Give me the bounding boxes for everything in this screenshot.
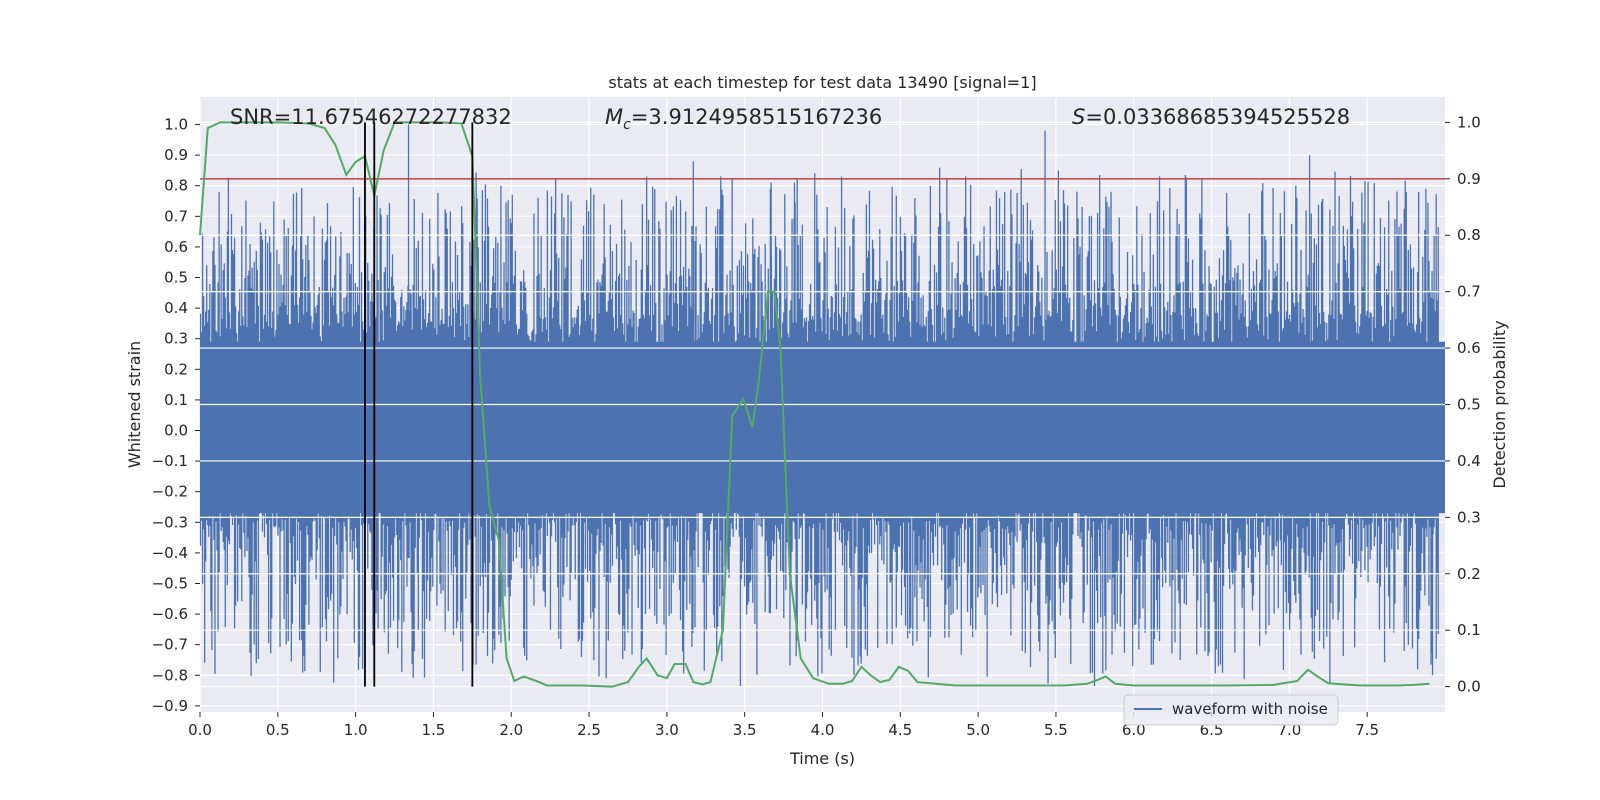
y2-tick-label: 0.3 (1457, 508, 1481, 526)
y-tick-label: 0.4 (164, 299, 188, 317)
chirp-mass-annotation: Mc=3.9124958515167236 (605, 105, 882, 133)
vertical-markers (364, 122, 474, 687)
y-axis-ticks: 1.0 0.9 0.8 0.7 0.6 0.5 0.4 0.3 0.2 0.1 0.0 −0.1 −0.… (152, 116, 200, 715)
y-tick-label: 0.0 (164, 422, 188, 440)
y-tick-label: 0.6 (164, 238, 188, 256)
y-tick-label: 0.8 (164, 177, 188, 195)
legend-box (1123, 694, 1339, 726)
snr-annotation: SNR=11.67546272277832 (230, 105, 512, 129)
y-tick-label: −0.7 (152, 636, 188, 654)
legend-entry-waveform: waveform with noise (1172, 700, 1328, 718)
x-tick-label: 3.5 (733, 721, 757, 739)
y2-tick-label: 0.7 (1457, 283, 1481, 301)
y-tick-label: 0.2 (164, 360, 188, 378)
x-tick-label: 4.5 (888, 721, 912, 739)
s-value: =0.03368685394525528 (1085, 105, 1350, 129)
y-tick-label: −0.4 (152, 544, 188, 562)
y2-axis-label: Detection probability (1490, 320, 1509, 488)
y-tick-label: −0.9 (152, 697, 188, 715)
mc-subscript: c (623, 117, 631, 133)
chart-title: stats at each timestep for test data 134… (608, 73, 1036, 92)
y2-tick-label: 0.9 (1457, 170, 1481, 188)
x-tick-label: 7.5 (1355, 721, 1379, 739)
x-tick-label: 5.5 (1044, 721, 1068, 739)
mc-value: =3.9124958515167236 (631, 105, 882, 129)
y2-tick-label: 0.2 (1457, 565, 1481, 583)
y2-tick-label: 0.5 (1457, 396, 1481, 414)
y2-tick-label: 0.1 (1457, 621, 1481, 639)
x-tick-label: 2.0 (499, 721, 523, 739)
x-tick-label: 1.5 (422, 721, 446, 739)
x-tick-label: 5.0 (966, 721, 990, 739)
y2-tick-label: 1.0 (1457, 113, 1481, 131)
y-tick-label: −0.5 (152, 574, 188, 592)
x-tick-label: 4.0 (811, 721, 835, 739)
y-tick-label: −0.6 (152, 605, 188, 623)
x-tick-label: 2.5 (577, 721, 601, 739)
x-axis-label: Time (s) (789, 749, 855, 768)
s-symbol: S (1072, 105, 1085, 129)
y-tick-label: −0.8 (152, 666, 188, 684)
waveform-series (199, 124, 1445, 687)
x-tick-label: 1.0 (344, 721, 368, 739)
y2-tick-label: 0.4 (1457, 452, 1481, 470)
x-tick-label: 0.5 (266, 721, 290, 739)
legend: waveform with noise (1123, 694, 1339, 726)
y-tick-label: 0.9 (164, 146, 188, 164)
y2-tick-label: 0.8 (1457, 226, 1481, 244)
y-axis-label: Whitened strain (125, 341, 144, 468)
y-tick-label: 1.0 (164, 116, 188, 134)
y-tick-label: 0.5 (164, 269, 188, 287)
y-tick-label: 0.1 (164, 391, 188, 409)
y-tick-label: −0.2 (152, 483, 188, 501)
y2-tick-label: 0.0 (1457, 678, 1481, 696)
x-tick-label: 3.0 (655, 721, 679, 739)
y-tick-label: −0.3 (152, 513, 188, 531)
waveform-core (200, 341, 1445, 514)
s-annotation: S=0.03368685394525528 (1072, 105, 1350, 129)
y-tick-label: 0.7 (164, 207, 188, 225)
detection-probability-line (199, 121, 1430, 688)
x-tick-label: 0.0 (188, 721, 212, 739)
mc-symbol: M (605, 105, 623, 129)
y2-axis-ticks: 1.0 0.9 0.8 0.7 0.6 0.5 0.4 0.3 0.2 0.1 0.0 (1445, 113, 1481, 696)
y-tick-label: −0.1 (152, 452, 188, 470)
y2-tick-label: 0.6 (1457, 339, 1481, 357)
y-tick-label: 0.3 (164, 330, 188, 348)
